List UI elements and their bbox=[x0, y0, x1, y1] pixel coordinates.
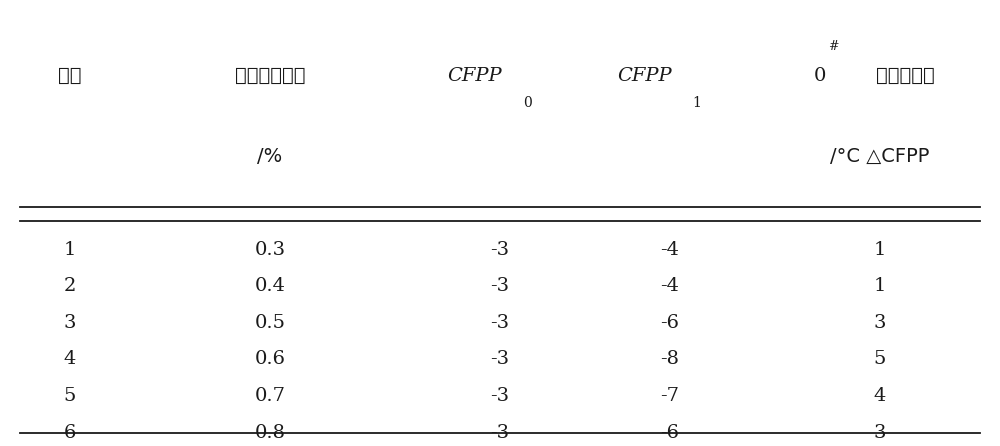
Text: 1: 1 bbox=[64, 241, 76, 259]
Text: 柴油降凝值: 柴油降凝值 bbox=[876, 66, 934, 85]
Text: 0.7: 0.7 bbox=[254, 387, 286, 405]
Text: 4: 4 bbox=[64, 351, 76, 368]
Text: 6: 6 bbox=[64, 424, 76, 442]
Text: 1: 1 bbox=[874, 241, 886, 259]
Text: -3: -3 bbox=[490, 424, 510, 442]
Text: 编号: 编号 bbox=[58, 66, 82, 85]
Text: 0.6: 0.6 bbox=[254, 351, 286, 368]
Text: -6: -6 bbox=[660, 424, 680, 442]
Text: CFPP: CFPP bbox=[618, 67, 672, 85]
Text: -4: -4 bbox=[660, 241, 680, 259]
Text: -3: -3 bbox=[490, 277, 510, 295]
Text: 0: 0 bbox=[523, 95, 531, 110]
Text: 1: 1 bbox=[874, 277, 886, 295]
Text: -3: -3 bbox=[490, 314, 510, 332]
Text: 4: 4 bbox=[874, 387, 886, 405]
Text: -3: -3 bbox=[490, 351, 510, 368]
Text: 2: 2 bbox=[64, 277, 76, 295]
Text: #: # bbox=[828, 40, 838, 54]
Text: 3: 3 bbox=[64, 314, 76, 332]
Text: -3: -3 bbox=[490, 241, 510, 259]
Text: /°C △CFPP: /°C △CFPP bbox=[830, 147, 930, 165]
Text: 5: 5 bbox=[874, 351, 886, 368]
Text: 0.5: 0.5 bbox=[254, 314, 286, 332]
Text: 5: 5 bbox=[64, 387, 76, 405]
Text: -4: -4 bbox=[660, 277, 680, 295]
Text: -6: -6 bbox=[660, 314, 680, 332]
Text: 0.4: 0.4 bbox=[254, 277, 286, 295]
Text: 0.3: 0.3 bbox=[254, 241, 286, 259]
Text: 3: 3 bbox=[874, 424, 886, 442]
Text: CFPP: CFPP bbox=[448, 67, 502, 85]
Text: -7: -7 bbox=[660, 387, 680, 405]
Text: -3: -3 bbox=[490, 387, 510, 405]
Text: 0.8: 0.8 bbox=[254, 424, 286, 442]
Text: /%: /% bbox=[257, 147, 283, 165]
Text: -8: -8 bbox=[660, 351, 680, 368]
Text: 3: 3 bbox=[874, 314, 886, 332]
Text: 0: 0 bbox=[814, 67, 826, 85]
Text: 1: 1 bbox=[693, 95, 701, 110]
Text: 降凝剂添加量: 降凝剂添加量 bbox=[235, 66, 305, 85]
